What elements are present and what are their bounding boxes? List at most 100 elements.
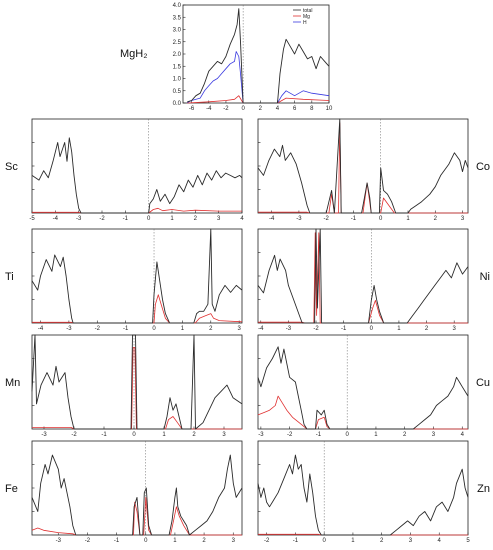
y-tick-label: 1.0 xyxy=(173,77,182,83)
series-line-metal xyxy=(32,294,243,324)
x-tick-label: -2 xyxy=(99,216,105,222)
x-tick-label: 2 xyxy=(194,216,198,222)
plot-frame xyxy=(257,228,469,324)
series-line-metal xyxy=(32,207,242,214)
plot-frame xyxy=(31,118,243,214)
x-tick-label: 0 xyxy=(379,216,383,222)
x-tick-label: -2 xyxy=(287,432,293,438)
y-tick-label: 2.0 xyxy=(173,52,182,58)
panel-zn: -2 -1 0 1 2 3 4 5 Zn xyxy=(257,440,490,544)
panel-fe: -3 -2 -1 0 1 2 3 Fe xyxy=(5,440,243,544)
x-tick-label: 0 xyxy=(132,432,136,438)
series-line-total xyxy=(31,228,243,324)
panel-mn: -3 -2 -1 0 1 2 3 Mn xyxy=(5,334,243,438)
x-tick-label: 3 xyxy=(461,216,465,222)
x-tick-label: 3 xyxy=(232,538,236,544)
y-tick-label: 3.0 xyxy=(173,28,182,34)
x-tick-label: 3 xyxy=(409,538,413,544)
series-line-metal xyxy=(258,232,468,324)
x-tick-label: 2 xyxy=(259,106,263,112)
x-tick-label: -1 xyxy=(114,538,120,544)
x-tick-label: -1 xyxy=(351,216,357,222)
plot-frame xyxy=(31,440,243,536)
x-tick-label: 1 xyxy=(406,216,410,222)
x-tick-label: -2 xyxy=(264,538,270,544)
x-tick-label: 4 xyxy=(438,538,442,544)
x-tick-label: -3 xyxy=(258,432,264,438)
x-tick-label: 0 xyxy=(144,538,148,544)
y-tick-label: 2.5 xyxy=(173,40,182,46)
x-tick-label: -6 xyxy=(189,106,195,112)
x-tick-label: 2 xyxy=(209,326,213,332)
x-tick-label: 3 xyxy=(453,326,457,332)
x-tick-label: 0 xyxy=(147,216,151,222)
x-tick-label: 6 xyxy=(293,106,297,112)
panel-ti: -4 -3 -2 -1 0 1 2 3 Ti xyxy=(5,228,243,332)
x-tick-label: -3 xyxy=(286,326,292,332)
x-tick-label: 4 xyxy=(461,432,465,438)
x-tick-label: 5 xyxy=(466,538,470,544)
series-line-metal xyxy=(257,395,468,430)
x-tick-label: -1 xyxy=(293,538,299,544)
x-tick-label: -5 xyxy=(29,216,35,222)
panel-label: Zn xyxy=(477,483,490,495)
series-line-total xyxy=(257,454,469,536)
x-tick-label: 4 xyxy=(240,216,244,222)
legend-label: H xyxy=(303,20,307,26)
x-tick-label: -2 xyxy=(324,216,330,222)
x-tick-label: 1 xyxy=(397,326,401,332)
series-line-total xyxy=(31,334,243,430)
panel-label: Ti xyxy=(5,271,14,283)
plot-frame xyxy=(257,440,469,536)
panel-ni: -4 -3 -2 -1 0 1 2 3 Ni xyxy=(257,228,490,332)
plot-frame xyxy=(257,334,469,430)
x-tick-label: -2 xyxy=(95,326,101,332)
series-line-total xyxy=(257,346,469,430)
panel-sc: -5 -4 -3 -2 -1 0 1 2 3 4 Sc xyxy=(5,118,244,222)
x-tick-label: 3 xyxy=(222,432,226,438)
panel-label: Co xyxy=(476,161,490,173)
plot-frame xyxy=(257,118,469,214)
x-tick-label: -2 xyxy=(223,106,229,112)
series-line-total xyxy=(31,137,243,214)
series-line-total xyxy=(257,228,469,324)
x-tick-label: -3 xyxy=(76,216,82,222)
series-line-metal xyxy=(258,533,468,536)
panel-label: Sc xyxy=(5,161,18,173)
legend-label: total xyxy=(303,8,312,14)
y-tick-label: 4.0 xyxy=(173,3,182,9)
x-tick-label: -2 xyxy=(313,326,319,332)
x-tick-label: 0 xyxy=(241,106,245,112)
x-tick-label: 1 xyxy=(181,326,185,332)
x-tick-label: -2 xyxy=(85,538,91,544)
panel-label: MgH₂ xyxy=(120,48,148,60)
x-tick-label: 3 xyxy=(432,432,436,438)
x-tick-label: -1 xyxy=(316,432,322,438)
x-tick-label: 3 xyxy=(237,326,241,332)
x-tick-label: 0 xyxy=(322,538,326,544)
x-tick-label: -2 xyxy=(71,432,77,438)
x-tick-label: 1 xyxy=(374,432,378,438)
x-tick-label: 10 xyxy=(326,106,333,112)
y-tick-label: 1.5 xyxy=(173,64,182,70)
x-tick-label: 2 xyxy=(425,326,429,332)
x-tick-label: 0 xyxy=(370,326,374,332)
series-line-metal xyxy=(258,122,468,214)
x-tick-label: 1 xyxy=(173,538,177,544)
y-tick-label: 0.5 xyxy=(173,89,182,95)
x-tick-label: -1 xyxy=(101,432,107,438)
x-tick-label: -3 xyxy=(56,538,62,544)
series-line-metal xyxy=(31,497,242,536)
x-tick-label: -1 xyxy=(341,326,347,332)
series-line-total xyxy=(31,454,243,536)
x-tick-label: -4 xyxy=(38,326,44,332)
panel-label: Cu xyxy=(476,377,490,389)
x-tick-label: 2 xyxy=(380,538,384,544)
x-tick-label: -3 xyxy=(41,432,47,438)
x-tick-label: -4 xyxy=(206,106,212,112)
x-tick-label: 2 xyxy=(434,216,438,222)
x-tick-label: 2 xyxy=(192,432,196,438)
x-tick-label: 4 xyxy=(276,106,280,112)
